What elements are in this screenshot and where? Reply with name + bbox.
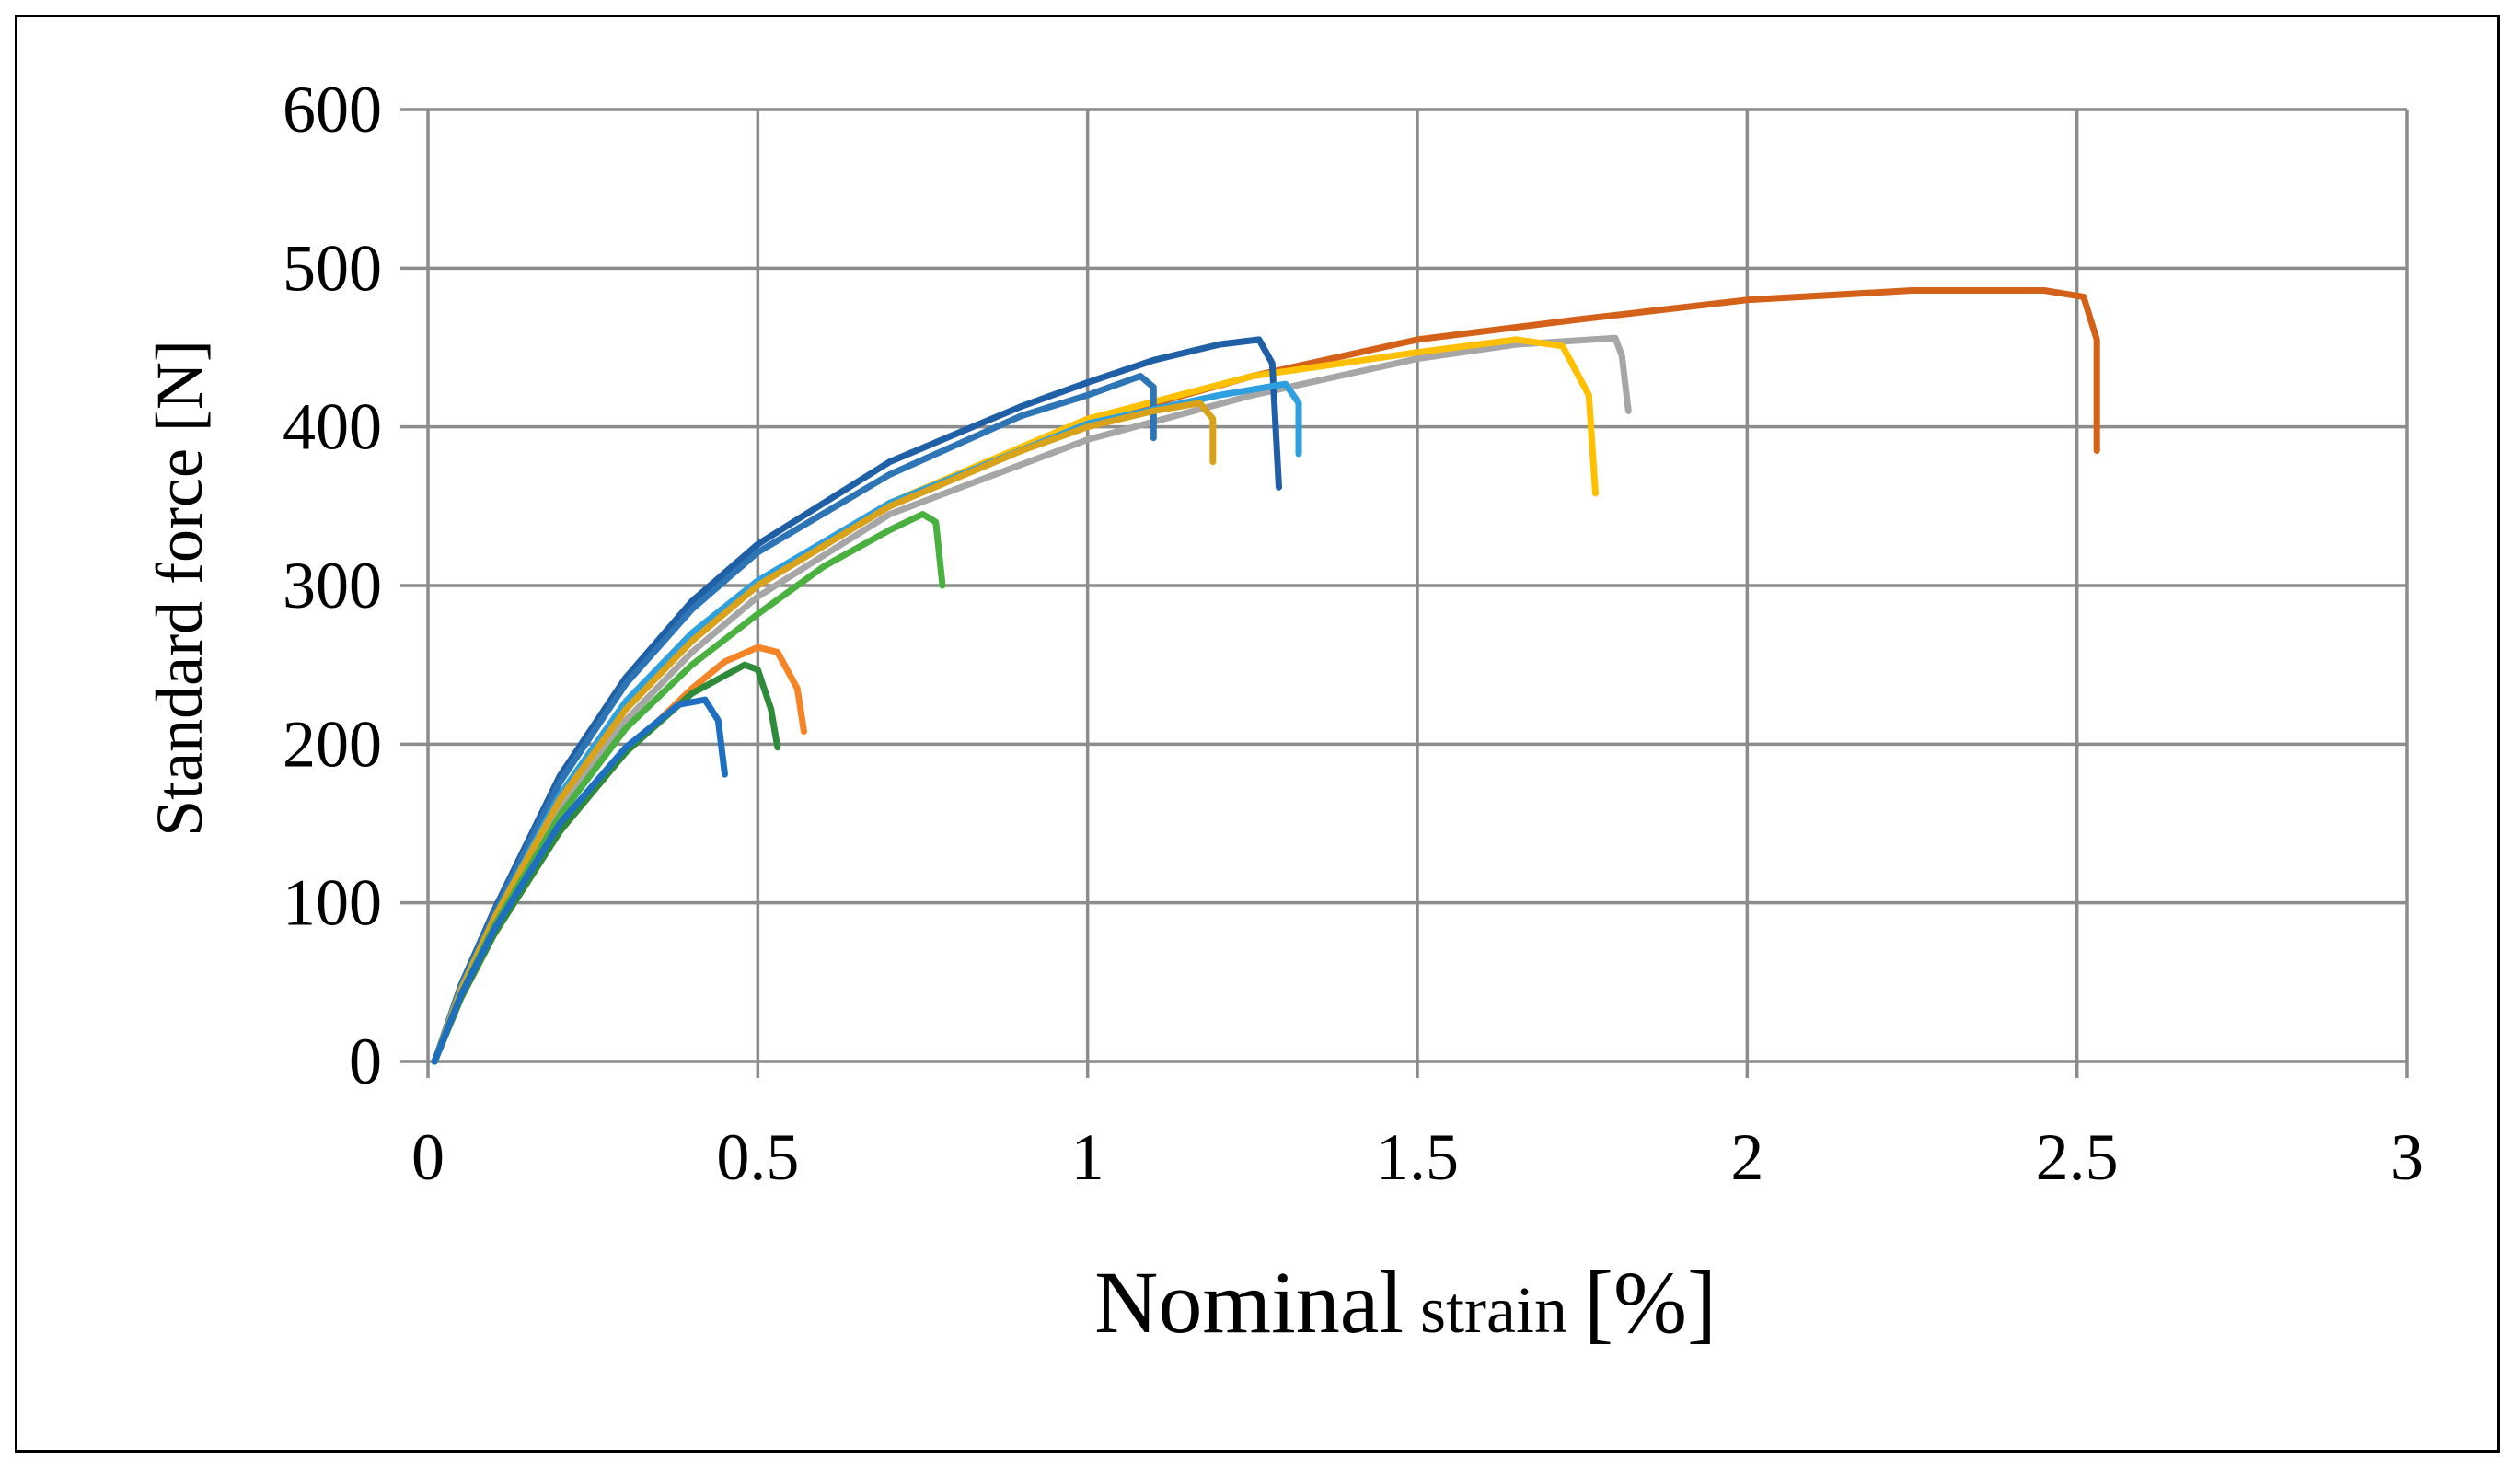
x-tick-label-2: 1 (1071, 1120, 1104, 1194)
y-tick-label-3: 300 (283, 549, 382, 622)
series-line-specimen-11 (431, 696, 728, 1065)
force-strain-chart: 0 100 200 300 400 500 600 0 0.5 1 1.5 2 2.5 3 Standa… (143, 73, 2423, 1351)
x-axis-title-small (1404, 1273, 1420, 1347)
x-tick-label-3: 1.5 (1376, 1120, 1459, 1194)
y-tick-label-5: 500 (283, 231, 382, 305)
x-tick-label-6: 3 (2390, 1120, 2423, 1194)
y-axis-title: Standard force [N] (143, 340, 216, 837)
x-axis-title: Nominal strain [%] (1094, 1253, 1717, 1351)
y-tick-labels: 0 100 200 300 400 500 600 (283, 73, 382, 1098)
x-axis-title-word: strain (1420, 1273, 1567, 1347)
x-axis-title-gap (1567, 1273, 1584, 1347)
y-tick-label-1: 100 (283, 866, 382, 940)
x-tick-label-4: 2 (1730, 1120, 1763, 1194)
x-axis-title-unit: [%] (1584, 1253, 1717, 1351)
chart-frame: 0 100 200 300 400 500 600 0 0.5 1 1.5 2 2.5 3 Standa… (15, 15, 2500, 1453)
x-tick-label-1: 0.5 (716, 1120, 799, 1194)
y-tick-label-6: 600 (283, 73, 382, 146)
series-layer (431, 287, 2100, 1065)
series-line-specimen-8 (431, 511, 946, 1065)
series-line-specimen-4 (431, 336, 1282, 1065)
y-tick-label-0: 0 (349, 1025, 382, 1098)
y-tick-label-4: 400 (283, 390, 382, 464)
y-tick-label-2: 200 (283, 707, 382, 781)
x-tick-labels: 0 0.5 1 1.5 2 2.5 3 (411, 1120, 2423, 1194)
series-line-specimen-7 (431, 400, 1217, 1065)
gridlines (400, 108, 2409, 1078)
x-tick-label-5: 2.5 (2036, 1120, 2119, 1194)
x-tick-label-0: 0 (411, 1120, 445, 1194)
x-axis-title-main: Nominal (1094, 1253, 1404, 1351)
series-line-specimen-5 (431, 373, 1157, 1065)
